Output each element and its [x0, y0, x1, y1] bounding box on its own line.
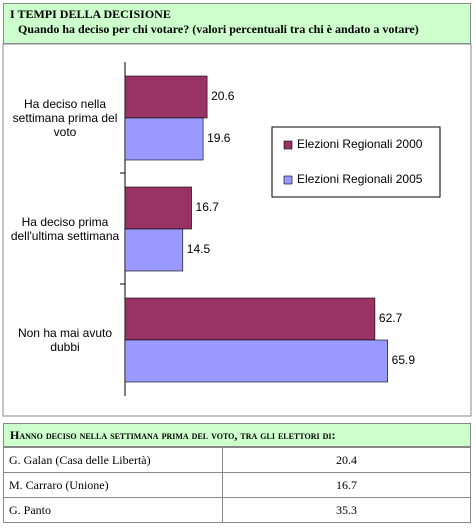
value-label: 16.7 — [196, 200, 220, 214]
bar — [124, 117, 204, 161]
legend-box — [271, 126, 441, 198]
table-cell: 16.7 — [222, 472, 471, 498]
legend-swatch — [283, 175, 293, 185]
table-cell: G. Panto — [3, 497, 223, 523]
value-label: 14.5 — [187, 242, 211, 256]
bar — [124, 186, 192, 230]
category-label: Non ha mai avuto dubbi — [17, 326, 113, 354]
header: I TEMPI DELLA DECISIONE Quando ha deciso… — [3, 3, 471, 44]
category-label: Ha deciso nella settimana prima del voto — [12, 97, 118, 139]
legend-label: Elezioni Regionali 2005 — [297, 172, 423, 186]
bar — [124, 75, 208, 119]
table-row: G. Galan (Casa delle Libertà) 20.4 — [3, 447, 471, 473]
chart-title: I TEMPI DELLA DECISIONE — [10, 7, 171, 21]
table: G. Galan (Casa delle Libertà) 20.4 M. Carr… — [3, 447, 471, 523]
table-row: M. Carraro (Unione) 16.7 — [3, 472, 471, 498]
legend-swatch — [283, 140, 293, 150]
table-cell: G. Galan (Casa delle Libertà) — [3, 447, 223, 473]
category-label: Ha deciso prima dell'ultima settimana — [10, 215, 120, 243]
table-cell: 35.3 — [222, 497, 471, 523]
value-label: 20.6 — [211, 89, 235, 103]
table-cell: M. Carraro (Unione) — [3, 472, 223, 498]
chart-subtitle: Quando ha deciso per chi votare? (valori… — [18, 22, 419, 36]
table-row: G. Panto 35.3 — [3, 497, 471, 523]
table-title: Hanno deciso nella settimana prima del v… — [3, 423, 471, 447]
table-cell: 20.4 — [222, 447, 471, 473]
value-label: 19.6 — [207, 131, 231, 145]
bar — [124, 297, 376, 341]
value-label: 62.7 — [379, 311, 403, 325]
bar — [124, 228, 184, 272]
value-label: 65.9 — [392, 353, 416, 367]
legend-label: Elezioni Regionali 2000 — [297, 137, 423, 151]
bar — [124, 339, 388, 383]
